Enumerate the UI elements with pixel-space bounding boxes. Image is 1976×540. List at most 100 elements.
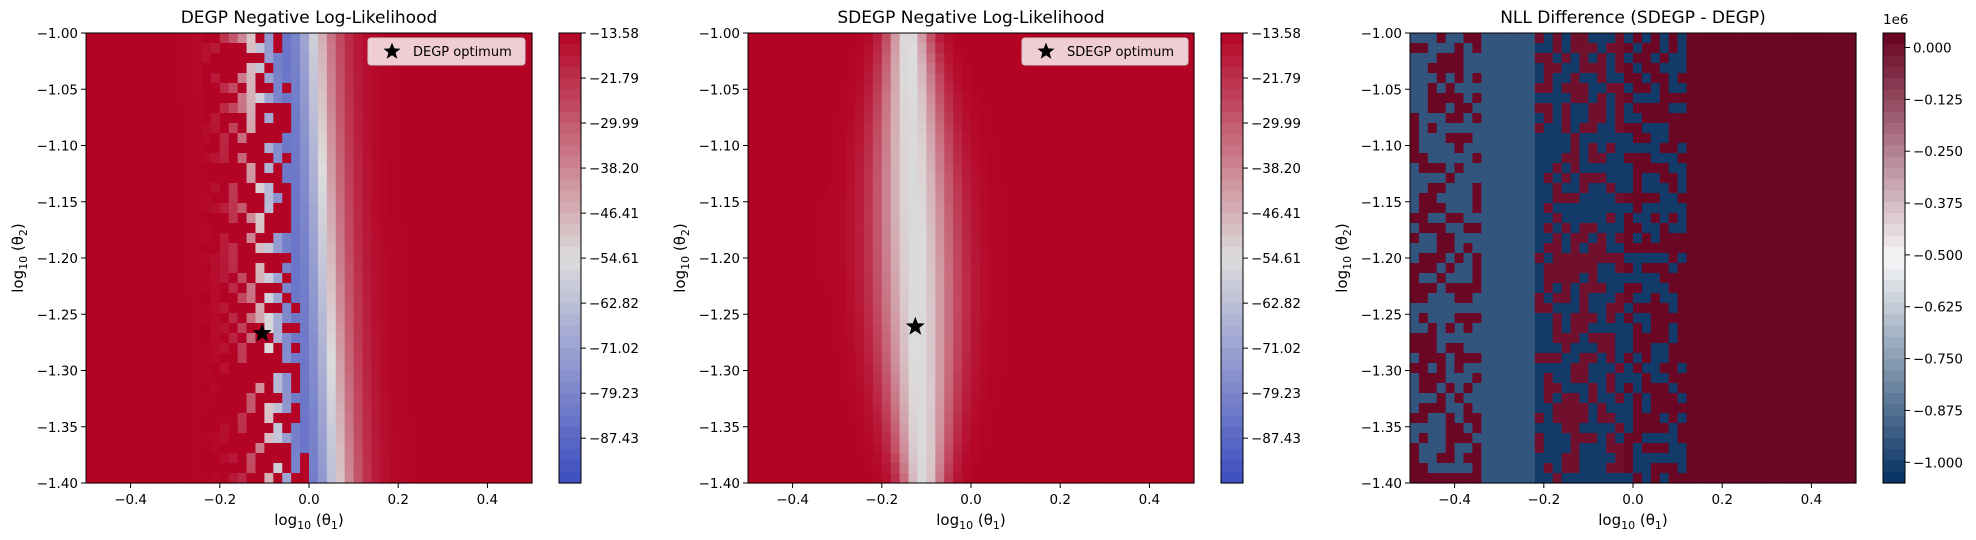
heatmap-cell bbox=[362, 303, 373, 314]
heatmap-cell bbox=[139, 303, 150, 314]
heatmap-cell bbox=[792, 123, 803, 134]
heatmap-cell bbox=[219, 403, 230, 414]
heatmap-cell bbox=[908, 423, 919, 434]
heatmap-cell bbox=[184, 403, 194, 414]
heatmap-cell bbox=[407, 163, 417, 174]
heatmap-cell bbox=[139, 203, 150, 214]
heatmap-cell bbox=[514, 93, 524, 104]
heatmap-cell bbox=[890, 263, 901, 274]
heatmap-cell bbox=[863, 253, 874, 264]
heatmap-cell bbox=[380, 143, 390, 154]
heatmap-cell bbox=[1131, 343, 1142, 354]
heatmap-cell bbox=[872, 373, 883, 384]
heatmap-cell bbox=[1113, 213, 1124, 224]
heatmap-cell bbox=[1078, 153, 1088, 164]
heatmap-cell bbox=[944, 43, 954, 54]
heatmap-cell bbox=[1122, 133, 1133, 144]
heatmap-cell bbox=[94, 53, 105, 64]
heatmap-cell bbox=[935, 133, 945, 144]
heatmap-cell bbox=[1104, 383, 1115, 394]
heatmap-cell bbox=[523, 323, 533, 334]
heatmap-cell bbox=[828, 33, 838, 44]
heatmap-cell bbox=[1615, 83, 1625, 94]
heatmap-cell bbox=[407, 353, 417, 364]
heatmap-cell bbox=[944, 243, 954, 254]
heatmap-cell bbox=[362, 113, 373, 124]
heatmap-cell bbox=[748, 403, 758, 414]
heatmap-cell bbox=[944, 423, 954, 434]
heatmap-cell bbox=[175, 343, 185, 354]
heatmap-cell bbox=[1713, 63, 1723, 74]
heatmap-cell bbox=[1015, 293, 1026, 304]
heatmap-cell bbox=[783, 103, 794, 114]
heatmap-cell bbox=[917, 393, 927, 404]
heatmap-cell bbox=[828, 163, 838, 174]
heatmap-cell bbox=[1015, 183, 1026, 194]
heatmap-cell bbox=[801, 463, 812, 474]
heatmap-cell bbox=[988, 363, 999, 374]
heatmap-cell bbox=[819, 313, 829, 324]
heatmap-cell bbox=[139, 133, 150, 144]
heatmap-cell bbox=[997, 263, 1008, 274]
heatmap-cell bbox=[514, 83, 524, 94]
heatmap-cell bbox=[193, 443, 203, 454]
heatmap-cell bbox=[353, 393, 364, 404]
heatmap-cell bbox=[846, 263, 856, 274]
heatmap-cell bbox=[1051, 473, 1061, 484]
heatmap-cell bbox=[1176, 353, 1186, 364]
panel-sdegp-legend-star-icon bbox=[1037, 42, 1055, 59]
heatmap-cell bbox=[890, 403, 901, 414]
heatmap-cell bbox=[1436, 63, 1447, 74]
heatmap-cell bbox=[282, 423, 292, 434]
heatmap-cell bbox=[944, 273, 954, 284]
heatmap-cell bbox=[765, 313, 776, 324]
heatmap-cell bbox=[273, 423, 283, 434]
heatmap-cell bbox=[1104, 163, 1115, 174]
heatmap-cell bbox=[953, 383, 963, 394]
heatmap-cell bbox=[130, 333, 141, 344]
heatmap-cell bbox=[979, 173, 990, 184]
heatmap-cell bbox=[997, 103, 1008, 114]
heatmap-cell bbox=[148, 313, 158, 324]
heatmap-cell bbox=[1015, 383, 1026, 394]
heatmap-cell bbox=[451, 93, 462, 104]
heatmap-cell bbox=[1149, 383, 1159, 394]
heatmap-cell bbox=[1140, 463, 1150, 474]
heatmap-cell bbox=[282, 463, 292, 474]
colorbar-band bbox=[1221, 460, 1243, 473]
heatmap-cell bbox=[416, 193, 426, 204]
heatmap-cell bbox=[175, 413, 185, 424]
heatmap-cell bbox=[1131, 383, 1142, 394]
heatmap-cell bbox=[774, 273, 785, 284]
heatmap-cell bbox=[291, 63, 301, 74]
heatmap-cell bbox=[1086, 173, 1097, 184]
heatmap-cell bbox=[837, 453, 847, 464]
heatmap-cell bbox=[416, 223, 426, 234]
heatmap-cell bbox=[899, 233, 910, 244]
heatmap-cell bbox=[801, 273, 812, 284]
heatmap-cell bbox=[1149, 423, 1159, 434]
heatmap-cell bbox=[988, 353, 999, 364]
heatmap-cell bbox=[1033, 193, 1043, 204]
heatmap-cell bbox=[774, 453, 785, 464]
heatmap-cell bbox=[863, 33, 874, 44]
heatmap-cell bbox=[505, 173, 515, 184]
heatmap-cell bbox=[774, 253, 785, 264]
heatmap-cell bbox=[148, 143, 158, 154]
heatmap-cell bbox=[1766, 33, 1777, 44]
heatmap-cell bbox=[1158, 193, 1168, 204]
heatmap-cell bbox=[94, 103, 105, 114]
x-tick-label: 0.4 bbox=[1139, 492, 1160, 508]
heatmap-cell bbox=[317, 183, 328, 194]
heatmap-cell bbox=[487, 393, 497, 404]
heatmap-cell bbox=[94, 313, 105, 324]
heatmap-cell bbox=[1713, 33, 1723, 44]
heatmap-cell bbox=[926, 163, 936, 174]
heatmap-cell bbox=[335, 263, 346, 274]
heatmap-cell bbox=[103, 363, 114, 374]
heatmap-cell bbox=[890, 393, 901, 404]
heatmap-cell bbox=[863, 393, 874, 404]
heatmap-cell bbox=[926, 433, 936, 444]
heatmap-cell bbox=[988, 263, 999, 274]
heatmap-cell bbox=[872, 233, 883, 244]
